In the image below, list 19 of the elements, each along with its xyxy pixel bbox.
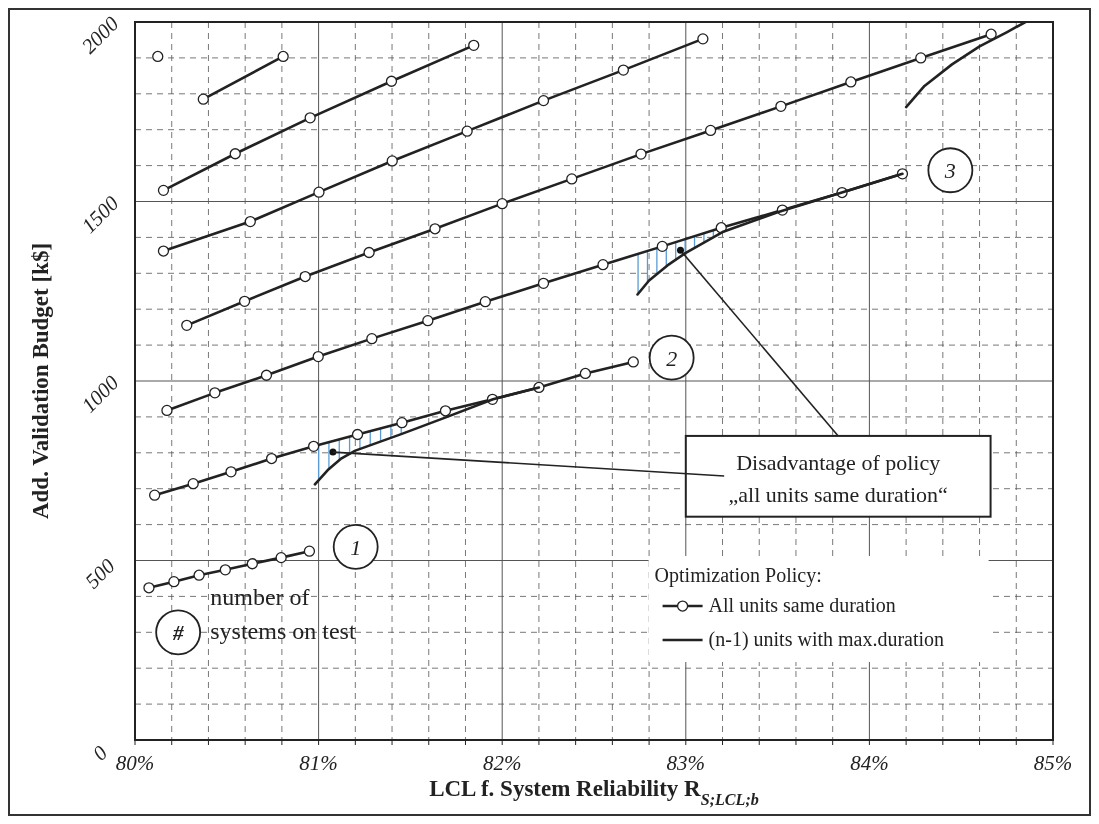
legend-label: All units same duration <box>708 594 896 617</box>
x-axis-title: LCL f. System Reliability R$_{S;LCL;b}$ <box>429 776 759 808</box>
annotation: 1 <box>350 534 362 560</box>
annotation: Disadvantage of policy „all units same duration“ <box>728 449 948 507</box>
annotation: 3 <box>943 158 956 184</box>
x-tick-label: 84% <box>850 751 889 775</box>
x-tick-label: 85% <box>1033 751 1073 775</box>
x-tick-label: 80% <box>115 751 155 775</box>
x-tick-label: 82% <box>482 751 522 775</box>
x-tick-label: 81% <box>299 751 338 775</box>
annotation: 2 <box>666 345 678 371</box>
x-tick-label: 83% <box>666 751 706 775</box>
y-tick-label: 500 <box>80 553 121 594</box>
legend-label: (n-1) units with max.duration <box>708 628 945 652</box>
legend-title: Optimization Policy: <box>654 564 822 588</box>
y-axis-title: Add. Validation Budget [k$] <box>28 242 53 520</box>
annotation: number of systems on test <box>210 584 356 645</box>
y-tick-label: 0 <box>87 740 113 766</box>
annotation: # <box>171 621 184 646</box>
